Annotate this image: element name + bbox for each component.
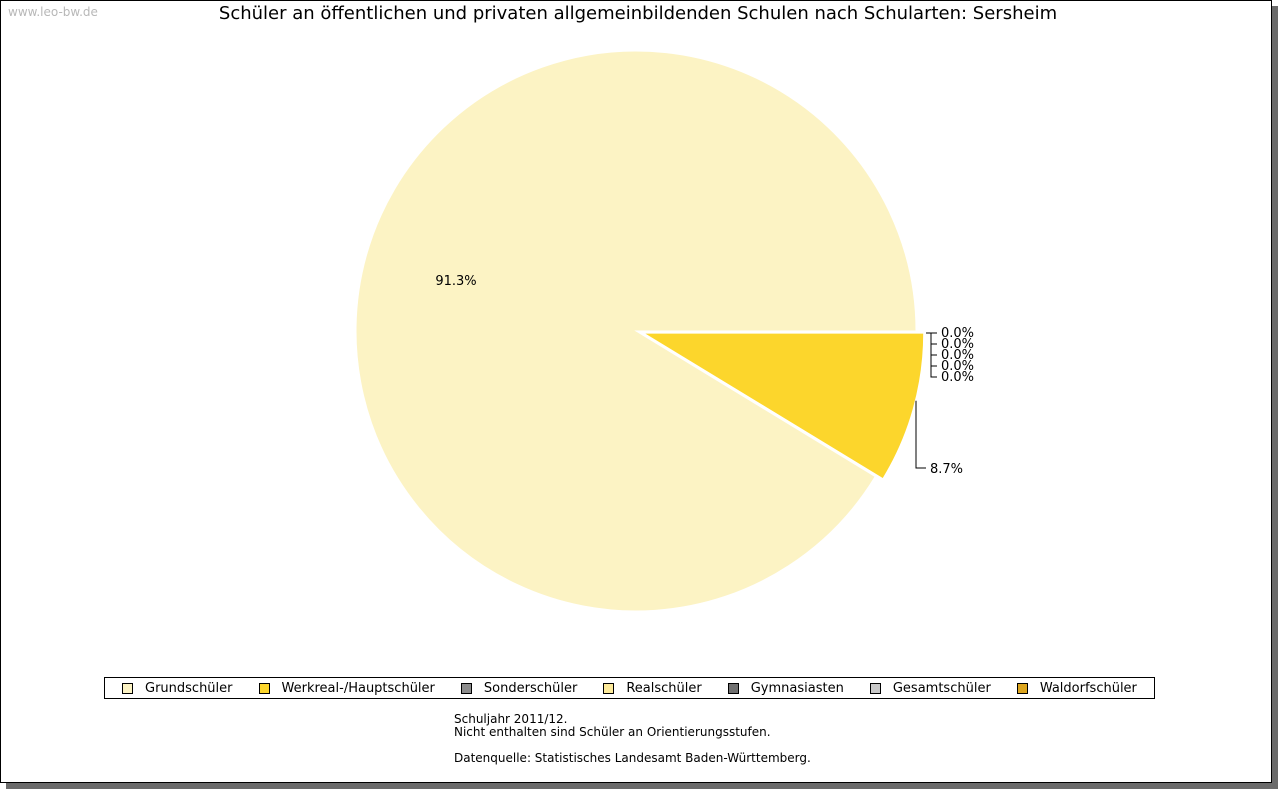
slice-label-waldorfsch-ler: 0.0% <box>941 370 974 385</box>
note-source: Datenquelle: Statistisches Landesamt Bad… <box>454 751 811 765</box>
legend-swatch-werkreal-hauptsch-ler <box>258 682 270 694</box>
legend-item-grundsch-ler: Grundschüler <box>122 681 233 696</box>
slice-label-gymnasiasten: 0.0% <box>941 348 974 363</box>
legend-item-realsch-ler: Realschüler <box>603 680 702 696</box>
pie-slice-grundsch-ler <box>355 50 917 612</box>
watermark: www.leo-bw.de <box>8 5 98 19</box>
leader-line-waldorfsch-ler <box>926 332 937 378</box>
legend-label-gesamtsch-ler: Gesamtschüler <box>892 680 991 696</box>
legend-item-gesamtsch-ler: Gesamtschüler <box>869 680 991 696</box>
legend-swatch-gymnasiasten <box>727 682 739 694</box>
legend-label-grundsch-ler: Grundschüler <box>145 680 233 696</box>
legend-item-sondersch-ler: Sonderschüler <box>460 680 578 696</box>
legend-swatch-sondersch-ler <box>460 682 472 694</box>
legend-item-werkreal-hauptsch-ler: Werkreal-/Hauptschüler <box>258 680 435 696</box>
pie-slice-werkreal-hauptsch-ler <box>641 332 925 480</box>
legend-label-gymnasiasten: Gymnasiasten <box>750 680 844 696</box>
slice-label-realsch-ler: 0.0% <box>941 337 974 352</box>
legend: Grundschüler Werkreal-/Hauptschüler Sonder… <box>104 677 1155 699</box>
note-exclusion: Nicht enthalten sind Schüler an Orientie… <box>454 725 771 739</box>
slice-label-werkreal-hauptsch-ler: 8.7% <box>930 462 963 477</box>
chart-notes: Schuljahr 2011/12. Nicht enthalten sind … <box>454 713 811 765</box>
legend-swatch-gesamtsch-ler <box>869 682 881 694</box>
legend-swatch-realsch-ler <box>603 682 615 694</box>
leader-line-werkreal-hauptsch-ler <box>915 400 926 469</box>
note-school-year: Schuljahr 2011/12. <box>454 712 568 726</box>
legend-swatch-grundsch-ler <box>122 682 133 694</box>
legend-label-sondersch-ler: Sonderschüler <box>483 680 578 696</box>
legend-label-realsch-ler: Realschüler <box>626 680 702 696</box>
legend-swatch-waldorfsch-ler <box>1016 682 1028 694</box>
chart-title: Schüler an öffentlichen und privaten all… <box>218 3 1058 24</box>
legend-item-waldorfsch-ler: Waldorfschüler <box>1016 680 1137 696</box>
legend-item-gymnasiasten: Gymnasiasten <box>727 680 844 696</box>
slice-label-grundsch-ler: 91.3% <box>435 274 476 289</box>
legend-label-werkreal-hauptsch-ler: Werkreal-/Hauptschüler <box>281 680 435 696</box>
slice-label-sondersch-ler: 0.0% <box>941 326 974 341</box>
legend-label-waldorfsch-ler: Waldorfschüler <box>1039 680 1137 696</box>
slice-label-gesamtsch-ler: 0.0% <box>941 359 974 374</box>
